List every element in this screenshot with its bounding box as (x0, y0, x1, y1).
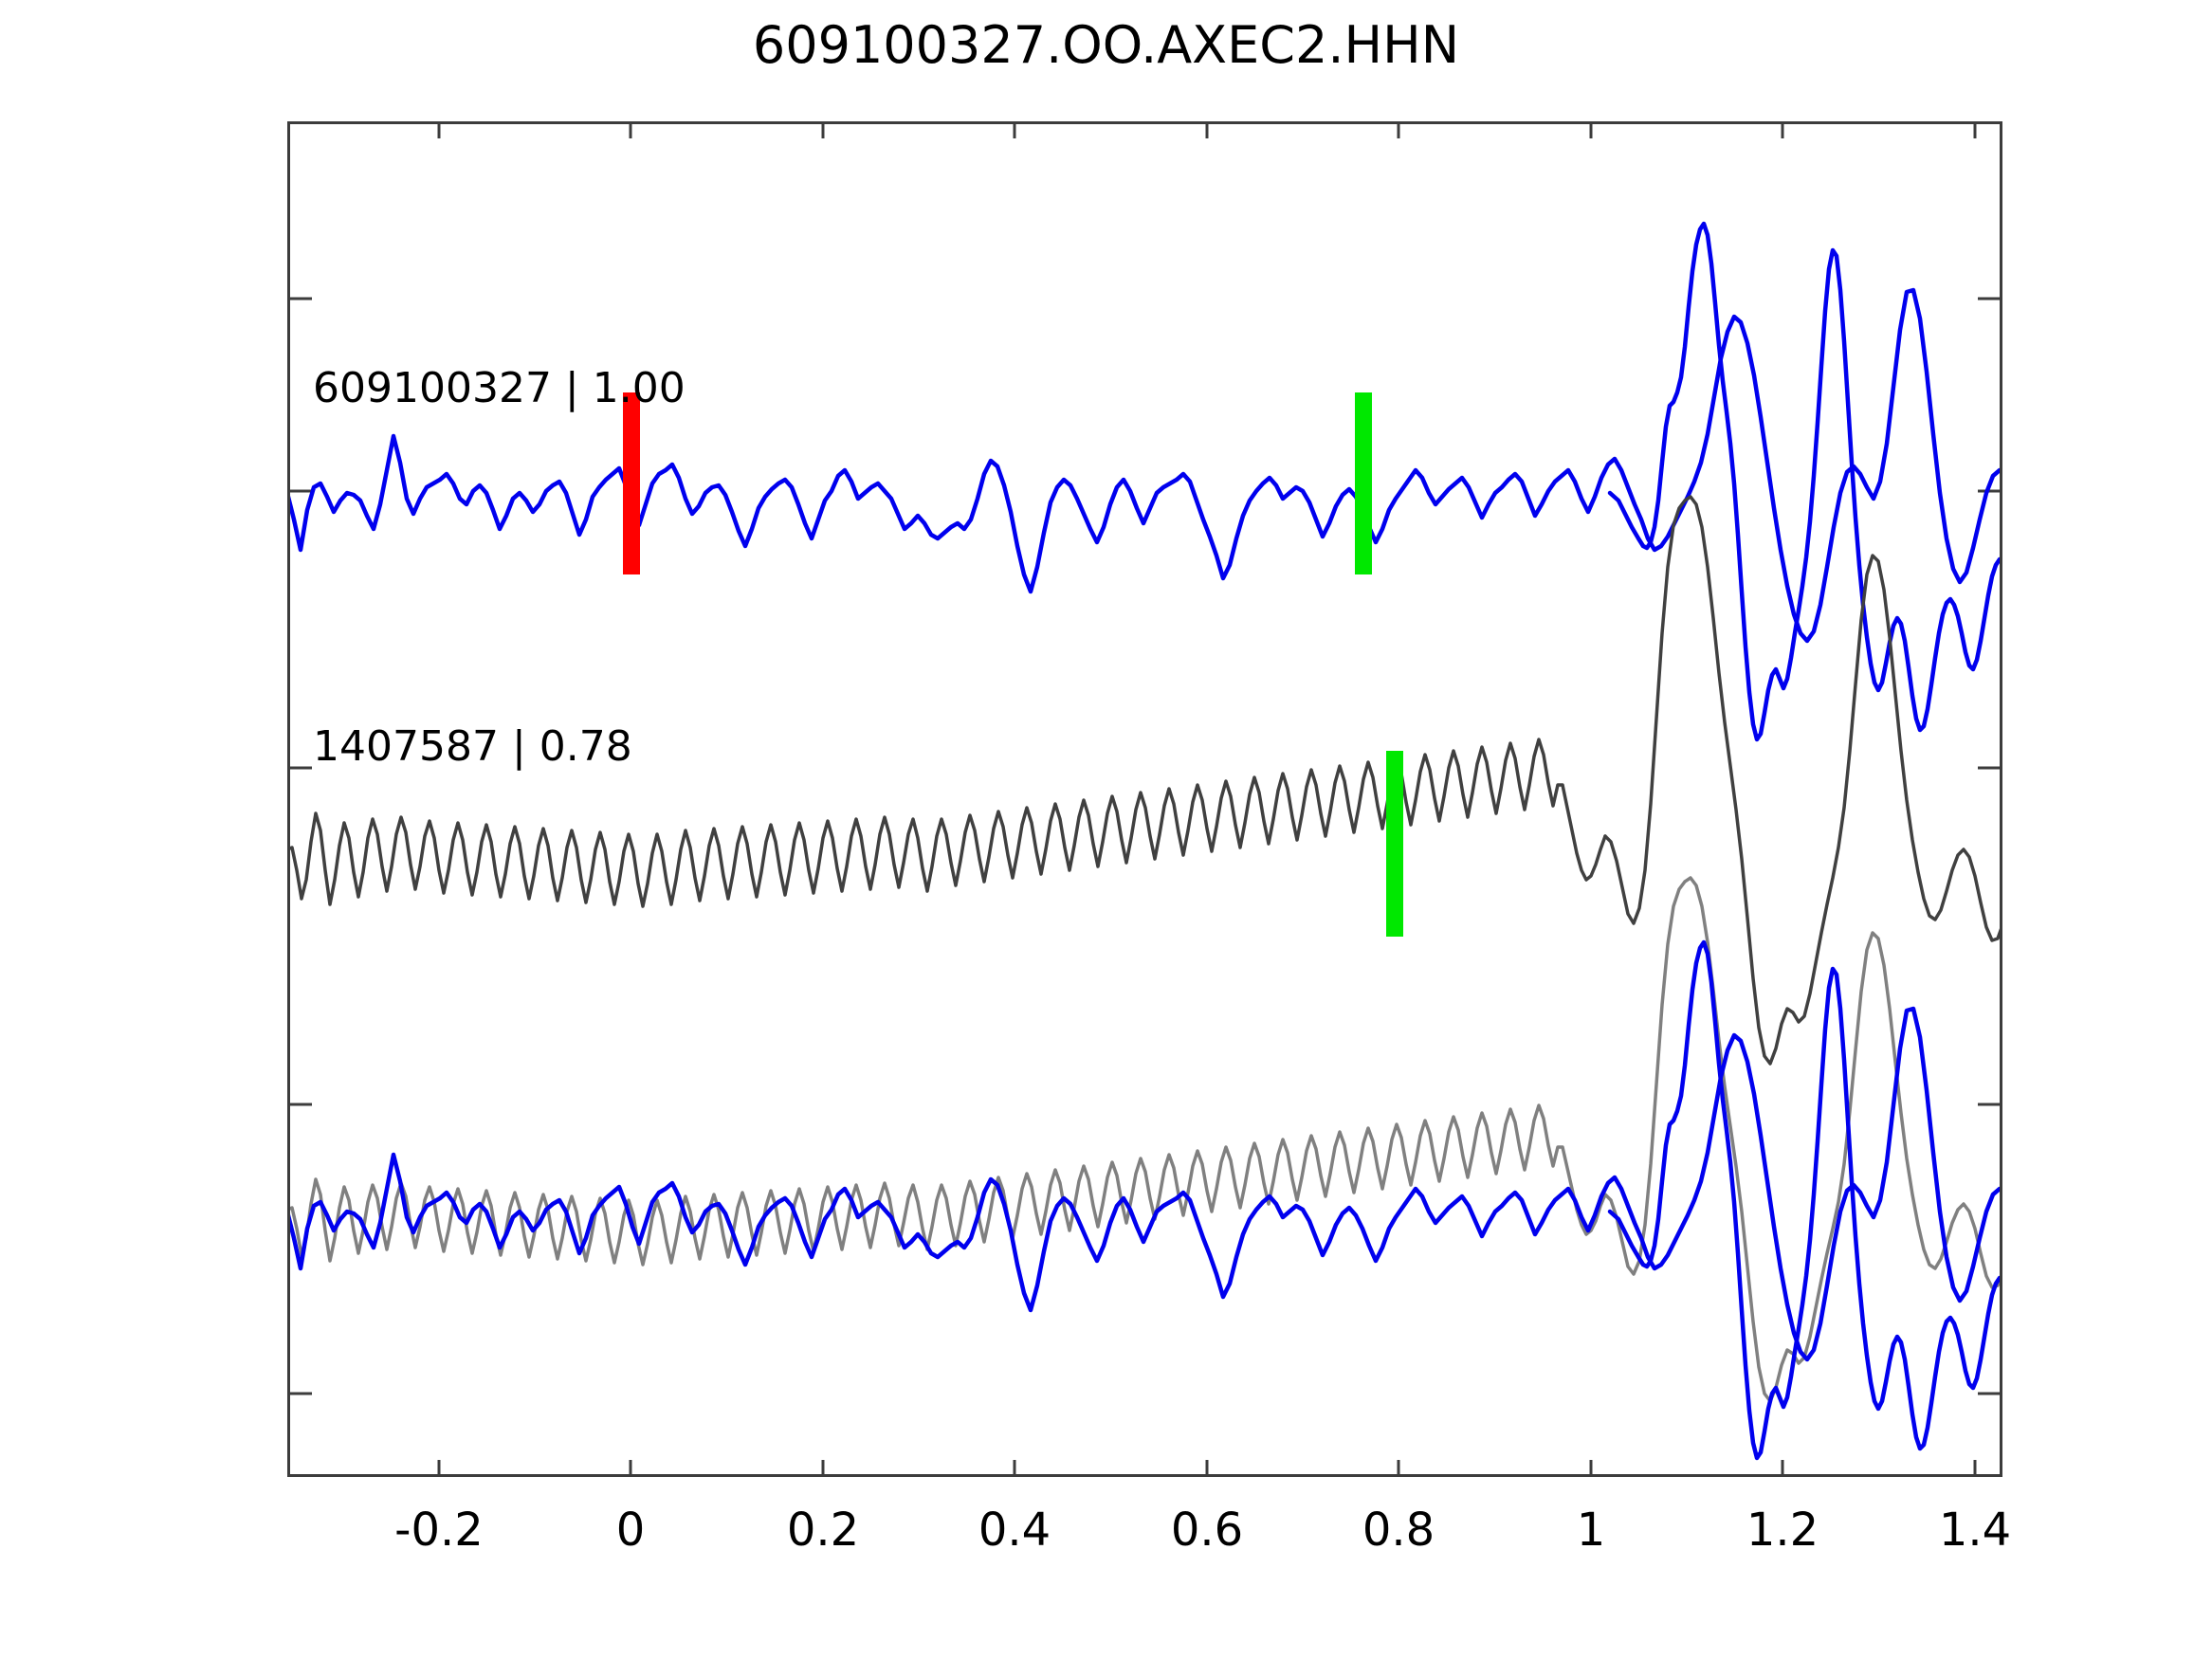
plot-frame (287, 121, 2002, 1477)
x-tick-label-1: 0 (615, 1504, 646, 1557)
waveform-overlay-template (287, 1006, 2002, 1362)
waveform-overlay-detection (287, 876, 2002, 1403)
x-tick-label-4: 0.6 (1170, 1504, 1244, 1557)
trace-label-detection: 1407587 | 0.78 (313, 722, 632, 771)
origin-pick-marker (623, 392, 640, 574)
phase-pick-marker-template (1355, 392, 1372, 574)
x-tick-label-8: 1.4 (1938, 1504, 2012, 1557)
y-axis-ticks (287, 297, 2002, 1395)
x-tick-label-2: 0.2 (786, 1504, 860, 1557)
x-tick-label-5: 0.8 (1362, 1504, 1435, 1557)
waveform-detection-arrival (1603, 495, 2002, 1066)
x-tick-label-7: 1.2 (1746, 1504, 1819, 1557)
waveform-plot (287, 121, 2002, 1477)
waveform-overlay-template-arrival (1607, 939, 2002, 1461)
trace-label-template: 609100327 | 1.00 (313, 364, 686, 412)
waveform-template-arrival (1607, 221, 2002, 742)
waveform-detection (287, 738, 1607, 908)
x-tick-label-3: 0.4 (978, 1504, 1051, 1557)
waveform-template (287, 287, 2002, 644)
page-title: 609100327.OO.AXEC2.HHN (752, 15, 1460, 75)
x-tick-label-0: -0.2 (394, 1504, 484, 1557)
phase-pick-marker-detection (1386, 751, 1403, 937)
x-tick-label-6: 1 (1576, 1504, 1606, 1557)
